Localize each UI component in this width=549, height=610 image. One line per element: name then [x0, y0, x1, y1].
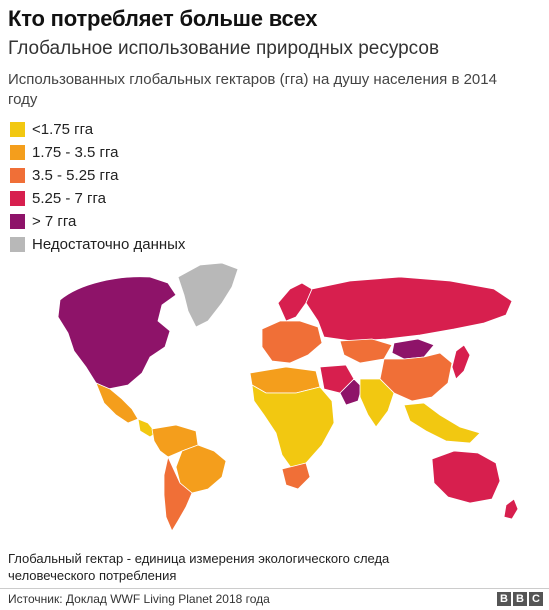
region-japan-korea — [451, 344, 471, 380]
region-africa — [251, 384, 335, 470]
legend-swatch — [10, 168, 25, 183]
divider — [0, 588, 549, 589]
legend: <1.75 гга 1.75 - 3.5 гга 3.5 - 5.25 гга … — [10, 118, 185, 256]
region-brazil — [175, 444, 227, 494]
legend-label: 1.75 - 3.5 гга — [32, 144, 119, 161]
region-north-america — [57, 276, 177, 390]
legend-swatch — [10, 237, 25, 252]
region-russia — [305, 276, 513, 342]
source-text: Источник: Доклад WWF Living Planet 2018 … — [8, 592, 270, 606]
region-north-africa — [249, 366, 321, 394]
region-mexico — [95, 382, 139, 424]
region-greenland — [177, 262, 239, 328]
legend-label: 3.5 - 5.25 гга — [32, 167, 119, 184]
region-southeast-asia — [403, 402, 481, 444]
legend-item-3-5-5-25: 3.5 - 5.25 гга — [10, 164, 185, 187]
logo-letter: C — [529, 592, 543, 606]
chart-subtitle: Глобальное использование природных ресур… — [8, 38, 440, 59]
legend-label: Недостаточно данных — [32, 236, 186, 253]
bbc-logo: B B C — [497, 592, 543, 606]
legend-swatch — [10, 122, 25, 137]
chart-description: Использованных глобальных гектаров (гга)… — [8, 71, 497, 108]
legend-item-5-25-7: 5.25 - 7 гга — [10, 187, 185, 210]
legend-label: 5.25 - 7 гга — [32, 190, 106, 207]
legend-swatch — [10, 191, 25, 206]
legend-item-gt-7: > 7 гга — [10, 210, 185, 233]
legend-label: <1.75 гга — [32, 121, 94, 138]
legend-swatch — [10, 214, 25, 229]
region-india — [359, 378, 395, 428]
region-western-europe — [261, 320, 323, 364]
region-new-zealand — [503, 498, 519, 520]
logo-letter: B — [497, 592, 511, 606]
chart-title: Кто потребляет больше всех — [8, 6, 318, 31]
legend-swatch — [10, 145, 25, 160]
legend-item-no-data: Недостаточно данных — [10, 233, 185, 256]
legend-item-lt-1-75: <1.75 гга — [10, 118, 185, 141]
legend-label: > 7 гга — [32, 213, 77, 230]
footnote: Глобальный гектар - единица измерения эк… — [8, 551, 390, 583]
legend-item-1-75-3-5: 1.75 - 3.5 гга — [10, 141, 185, 164]
region-australia — [431, 450, 501, 504]
region-argentina-chile — [163, 455, 193, 532]
logo-letter: B — [513, 592, 527, 606]
world-map — [57, 262, 519, 532]
region-south-africa — [281, 462, 311, 490]
